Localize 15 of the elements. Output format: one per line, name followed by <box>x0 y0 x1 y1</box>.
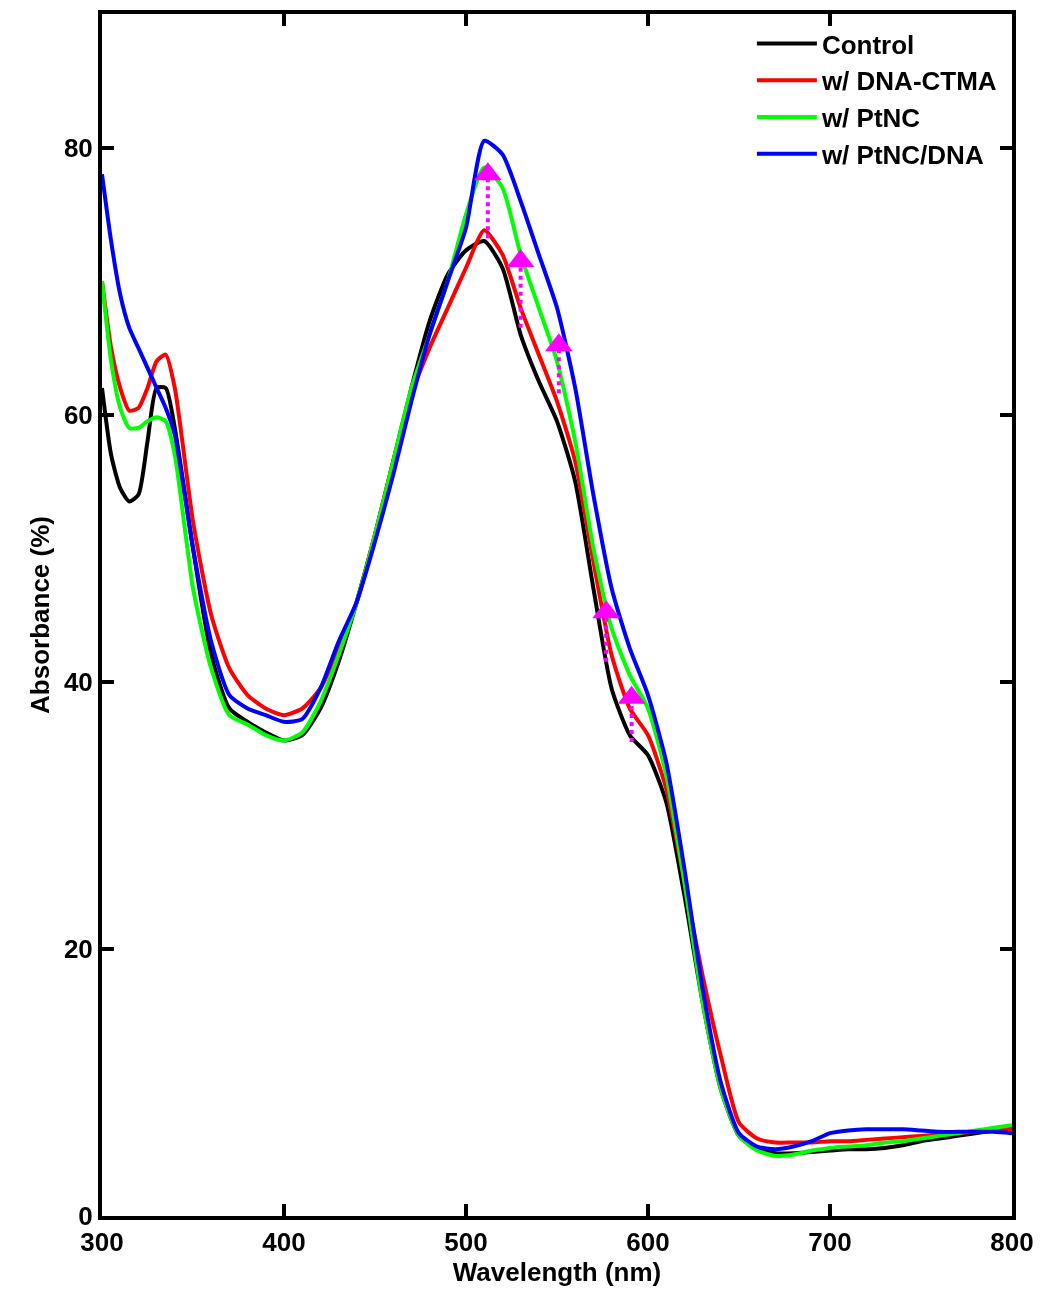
y-axis-title: Absorbance (%) <box>24 516 55 714</box>
x-axis-title: Wavelength (nm) <box>452 1257 662 1288</box>
legend-label: w/ PtNC/DNA <box>820 139 984 170</box>
legend-label: w/ PtNC <box>820 103 921 134</box>
legend-label: w/ DNA-CTMA <box>820 66 997 97</box>
x-tick-label: 600 <box>626 1227 670 1258</box>
y-tick-label: 80 <box>63 132 93 163</box>
x-tick-label: 700 <box>808 1227 852 1258</box>
x-tick-label: 800 <box>990 1227 1034 1258</box>
legend-label: Control <box>821 29 915 60</box>
x-tick-label: 400 <box>262 1227 306 1258</box>
y-tick-label: 40 <box>63 666 93 697</box>
y-tick-label: 20 <box>63 933 93 964</box>
x-tick-label: 500 <box>444 1227 488 1258</box>
y-tick-label: 60 <box>63 399 93 430</box>
